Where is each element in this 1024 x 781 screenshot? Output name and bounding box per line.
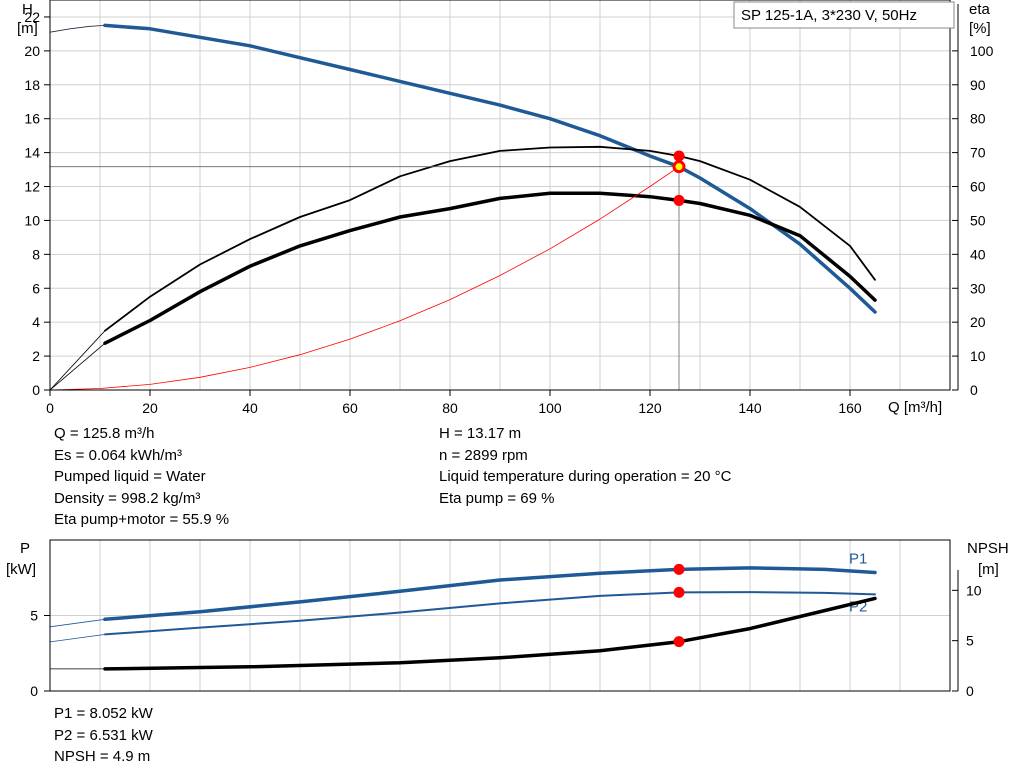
x-tick-label: 20	[142, 400, 158, 416]
model-label: SP 125-1A, 3*230 V, 50Hz	[741, 7, 917, 24]
eta-tick-label: 40	[970, 246, 986, 262]
npsh-duty-marker	[673, 636, 685, 648]
power-axis-title: P	[20, 540, 30, 557]
top-chart-frame	[49, 0, 951, 391]
head-tick-label: 22	[24, 9, 40, 25]
eta-pump-readout: Eta pump = 69 %	[439, 489, 555, 507]
npsh-tick-label: 0	[966, 683, 974, 699]
npsh-readout: NPSH = 4.9 m	[54, 748, 151, 765]
duty-point-center	[675, 163, 683, 171]
head-tick-label: 8	[32, 246, 40, 262]
x-tick-label: 80	[442, 400, 458, 416]
x-tick-label: 160	[838, 400, 862, 416]
npsh-axis-unit: [m]	[978, 561, 999, 578]
top-chart-curves	[49, 23, 877, 391]
flow-readout: Q = 125.8 m³/h	[54, 425, 155, 442]
x-tick-label: 60	[342, 400, 358, 416]
density-readout: Density = 998.2 kg/m³	[54, 489, 201, 507]
npsh-curve	[103, 596, 877, 671]
top-chart-ticks: 0 20 40 60 80 100 120 140 1600246810121416182022…	[24, 4, 994, 416]
head-axis-title: H	[22, 1, 33, 18]
head-tick-label: 10	[24, 212, 40, 228]
eta-total-duty-marker	[673, 194, 685, 206]
p1-curve-extension	[49, 618, 106, 628]
speed-readout: n = 2899 rpm	[439, 446, 528, 464]
head-tick-label: 2	[32, 348, 40, 364]
eta-tick-label: 10	[970, 348, 986, 364]
specific-energy-readout: Es = 0.064 kWh/m³	[54, 446, 182, 464]
head-tick-label: 4	[32, 314, 40, 330]
bottom-chart-ticks: 0 5 0 5 10	[30, 570, 982, 699]
top-chart-grid	[49, 0, 951, 391]
eta-tick-label: 20	[970, 314, 986, 330]
x-tick-label: 140	[738, 400, 762, 416]
p1-duty-marker	[673, 563, 685, 575]
p1-readout: P1 = 8.052 kW	[54, 705, 153, 722]
power-axis-unit: [kW]	[6, 561, 36, 578]
head-axis-unit: [m]	[17, 20, 38, 37]
pumped-liquid-readout: Pumped liquid = Water	[54, 468, 206, 485]
head-tick-label: 0	[32, 382, 40, 398]
power-tick-label: 5	[30, 608, 38, 624]
power-tick-label: 0	[30, 683, 38, 699]
p2-duty-marker	[673, 586, 685, 598]
eta-pump-curve	[104, 145, 876, 332]
eta-tick-label: 70	[970, 145, 986, 161]
flow-axis-label: Q [m³/h]	[888, 399, 942, 416]
x-tick-label: 120	[638, 400, 662, 416]
head-tick-label: 6	[32, 280, 40, 296]
model-label-box: SP 125-1A, 3*230 V, 50Hz	[733, 1, 955, 29]
operating-readouts-right: H = 13.17 m n = 2899 rpm Liquid temperat…	[439, 423, 731, 509]
eta-total-extension-curve	[49, 342, 106, 391]
p1-curve	[103, 566, 877, 622]
p1-series-label: P1	[849, 550, 867, 567]
operating-readouts-left: Q = 125.8 m³/h Es = 0.064 kWh/m³ Pumped …	[54, 423, 229, 531]
head-tick-label: 16	[24, 111, 40, 127]
eta-axis-title: eta	[969, 1, 991, 18]
head-tick-label: 20	[24, 43, 40, 59]
eta-pump-duty-marker	[673, 150, 685, 162]
x-tick-label: 100	[538, 400, 562, 416]
head-extension-curve	[49, 25, 106, 33]
head-curve	[103, 23, 877, 314]
x-tick-label: 0	[46, 400, 54, 416]
power-readouts: P1 = 8.052 kW P2 = 6.531 kW NPSH = 4.9 m	[54, 703, 153, 768]
npsh-tick-label: 10	[966, 582, 982, 598]
bottom-chart-frame	[49, 539, 951, 692]
eta-tick-label: 60	[970, 179, 986, 195]
eta-tick-label: 30	[970, 280, 986, 296]
p2-readout: P2 = 6.531 kW	[54, 726, 153, 744]
npsh-axis-title: NPSH	[967, 540, 1009, 557]
eta-pump-extension-curve	[49, 330, 106, 391]
eta-total-readout: Eta pump+motor = 55.9 %	[54, 511, 230, 528]
head-tick-label: 12	[24, 179, 40, 195]
eta-axis-unit: [%]	[969, 20, 991, 37]
p2-curve	[104, 591, 876, 636]
eta-tick-label: 90	[970, 77, 986, 93]
liquid-temperature-readout: Liquid temperature during operation = 20…	[439, 468, 732, 485]
head-readout: H = 13.17 m	[439, 425, 522, 442]
npsh-tick-label: 5	[966, 633, 974, 649]
head-tick-label: 18	[24, 77, 40, 93]
eta-tick-label: 50	[970, 212, 986, 228]
eta-tick-label: 80	[970, 111, 986, 127]
head-tick-label: 14	[24, 145, 40, 161]
eta-total-curve	[103, 191, 877, 345]
x-tick-label: 40	[242, 400, 258, 416]
eta-tick-label: 100	[970, 43, 994, 59]
p2-curve-extension	[49, 634, 106, 643]
system-curve	[49, 166, 680, 391]
eta-tick-label: 0	[970, 382, 978, 398]
